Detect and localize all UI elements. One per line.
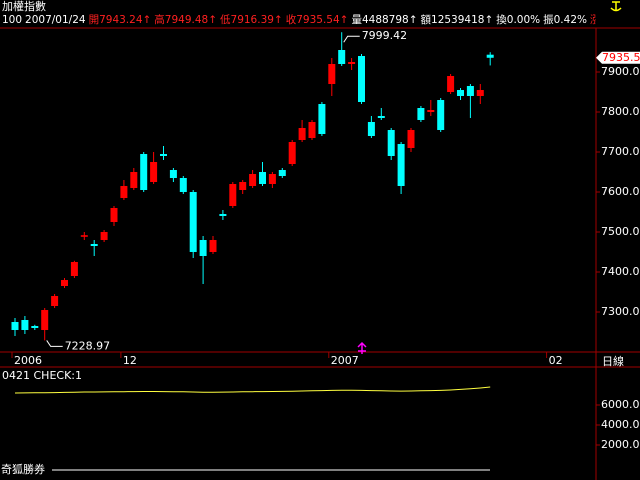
candle-body <box>397 144 405 186</box>
candle-body <box>278 170 286 176</box>
candle-body <box>358 56 365 102</box>
quote-field: 收7935.54↑ <box>285 14 349 26</box>
period-label: 日線 <box>602 354 624 368</box>
y-tick-label: 7800.0 <box>601 105 640 118</box>
y-tick-label: 4000.0 <box>601 418 640 431</box>
x-tick-label: 2007 <box>331 354 359 367</box>
candle-body <box>457 90 464 96</box>
y-tick-label: 2000.0 <box>601 438 640 451</box>
indicator-title: 0421 CHECK:1 <box>2 369 82 382</box>
x-tick-label: 12 <box>123 354 137 367</box>
candle-body <box>61 280 68 286</box>
candle-body <box>338 50 346 64</box>
candle-body <box>348 62 356 64</box>
candle-body <box>140 154 148 190</box>
quote-field: 漲 <box>589 14 596 26</box>
x-tick-label: 2006 <box>14 354 42 367</box>
y-tick-label: 7900.0 <box>601 65 640 78</box>
candle-body <box>417 108 425 120</box>
candle-body <box>51 296 59 306</box>
candle-body <box>199 240 207 256</box>
y-tick-label: 7500.0 <box>601 225 640 238</box>
y-tick-label: 6000.0 <box>601 398 640 411</box>
y-tick-label: 7400.0 <box>601 265 640 278</box>
candle-body <box>21 320 29 330</box>
annotation-leader <box>343 35 360 43</box>
quote-field: 2007/01/24 <box>25 14 86 26</box>
candle-body <box>476 90 484 96</box>
indicator-line <box>14 386 491 394</box>
candle-body <box>328 64 336 84</box>
price-tag <box>596 51 640 64</box>
candle-body <box>41 310 49 330</box>
event-marker <box>357 341 367 354</box>
candle-body <box>249 174 257 186</box>
candle-body <box>288 142 296 164</box>
footer-label: 奇狐勝券 <box>1 462 45 476</box>
candle-body <box>447 76 455 92</box>
candle-body <box>367 122 375 136</box>
candle-body <box>259 172 266 184</box>
candle-body <box>169 170 177 178</box>
quote-field: 高7949.48↑ <box>154 14 218 26</box>
quote-field: 開7943.24↑ <box>88 14 152 26</box>
quote-field: 額12539418↑ <box>420 14 494 26</box>
candle-body <box>110 208 118 222</box>
annotation-leader <box>46 340 63 347</box>
annotation-label: 7228.97 <box>65 339 111 352</box>
anchor-icon <box>610 1 622 12</box>
candle-body <box>466 86 474 96</box>
candle-body <box>150 162 158 182</box>
candle-body <box>268 174 276 184</box>
candle-body <box>11 322 19 330</box>
quote-field: 換0.00% <box>496 14 541 26</box>
candle-body <box>80 235 88 237</box>
candle-body <box>387 130 395 156</box>
quote-field: 低7916.39↑ <box>220 14 283 26</box>
quote-field: 100 <box>2 14 23 26</box>
candle-body <box>179 178 187 192</box>
price-tag-label: 7935.5 <box>602 51 640 64</box>
candle-body <box>308 122 316 138</box>
candle-body <box>427 110 435 112</box>
candle-body <box>31 326 39 328</box>
candle-body <box>90 244 98 246</box>
annotation-label: 7999.42 <box>362 29 408 42</box>
candle-body <box>486 54 494 58</box>
index-title: 加權指數 <box>2 0 46 13</box>
candle-body <box>70 262 78 276</box>
candle-body <box>229 184 237 206</box>
candle-body <box>407 130 415 148</box>
x-tick-label: 02 <box>549 354 563 367</box>
candle-body <box>377 116 385 118</box>
candle-body <box>130 172 138 188</box>
candle-body <box>318 104 326 134</box>
y-tick-label: 7700.0 <box>601 145 640 158</box>
y-tick-label: 7300.0 <box>601 305 640 318</box>
candle-body <box>100 232 108 240</box>
candle-body <box>209 240 217 252</box>
candle-body <box>189 192 197 252</box>
candle-body <box>120 186 128 198</box>
quote-field: 振0.42% <box>543 14 587 26</box>
candle-body <box>160 154 167 156</box>
y-tick-label: 7600.0 <box>601 185 640 198</box>
candle-body <box>239 182 247 190</box>
quote-info: 100 2007/01/24 開7943.24↑ 高7949.48↑ 低7916.39↑… <box>2 12 596 28</box>
candle-body <box>437 100 445 130</box>
candle-body <box>219 214 227 216</box>
quote-field: 量4488798↑ <box>351 14 418 26</box>
candle-body <box>298 128 306 140</box>
